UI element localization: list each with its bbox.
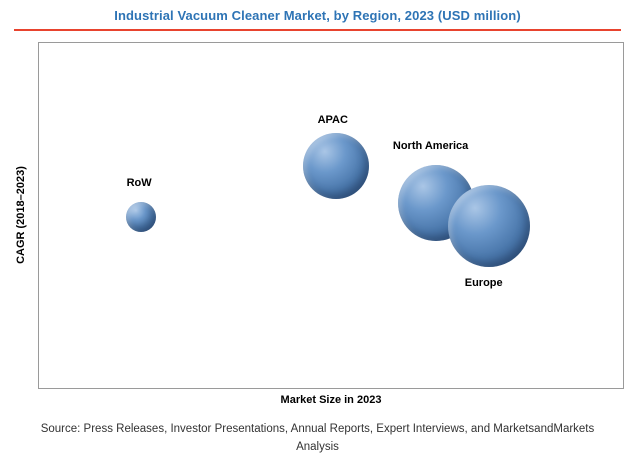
title-divider-line bbox=[14, 29, 621, 31]
bubble-label-apac: APAC bbox=[317, 114, 348, 127]
bubble-label-row: RoW bbox=[126, 176, 152, 189]
chart-title: Industrial Vacuum Cleaner Market, by Reg… bbox=[114, 8, 521, 23]
bubble-apac bbox=[303, 132, 370, 199]
source-line-2: Analysis bbox=[296, 440, 339, 453]
source-line-1: Source: Press Releases, Investor Present… bbox=[40, 423, 595, 435]
plot-area: RoW APAC North America Europe bbox=[38, 42, 624, 389]
x-axis-label: Market Size in 2023 bbox=[280, 394, 382, 406]
bubble-europe bbox=[447, 184, 530, 267]
bubble-label-north-america: North America bbox=[392, 140, 469, 153]
bubble-row bbox=[125, 201, 156, 232]
bubble-label-europe: Europe bbox=[464, 276, 503, 289]
source-note: Source: Press Releases, Investor Present… bbox=[0, 421, 635, 457]
y-axis-label: CAGR (2018–2023) bbox=[15, 166, 27, 264]
